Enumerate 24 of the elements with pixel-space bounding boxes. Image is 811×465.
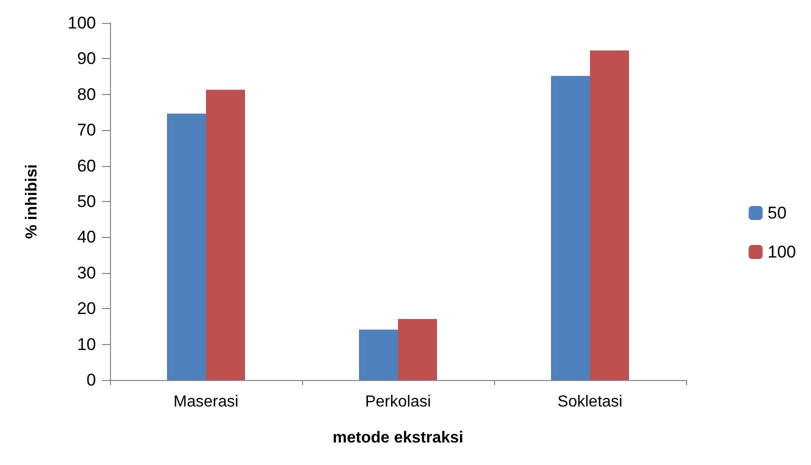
bar: [551, 76, 590, 380]
bar: [206, 90, 245, 380]
x-tick-label: Perkolasi: [365, 394, 431, 410]
y-tick-label: 60: [77, 156, 96, 176]
x-tick-label: Maserasi: [174, 394, 238, 410]
y-tick-label: 100: [68, 14, 96, 32]
y-tick-label: 70: [77, 120, 96, 140]
legend-label: 50: [768, 204, 787, 222]
bar: [590, 50, 629, 380]
y-tick-label: 10: [77, 334, 96, 354]
bar: [359, 330, 398, 380]
x-tick-label: Sokletasi: [558, 394, 622, 410]
y-tick-label: 40: [77, 228, 96, 247]
y-axis-title: % inhibisi: [24, 164, 40, 239]
bar: [167, 114, 206, 380]
bar: [398, 318, 437, 380]
y-tick-label: 30: [77, 263, 96, 282]
x-axis-title: metode ekstraksi: [332, 430, 464, 446]
y-tick-label: 0: [86, 370, 96, 390]
y-tick-label: 50: [77, 192, 96, 211]
y-tick-label: 20: [77, 299, 96, 318]
y-tick-label: 80: [77, 84, 96, 104]
legend-label: 100: [768, 242, 796, 262]
y-tick-label: 90: [77, 49, 96, 68]
